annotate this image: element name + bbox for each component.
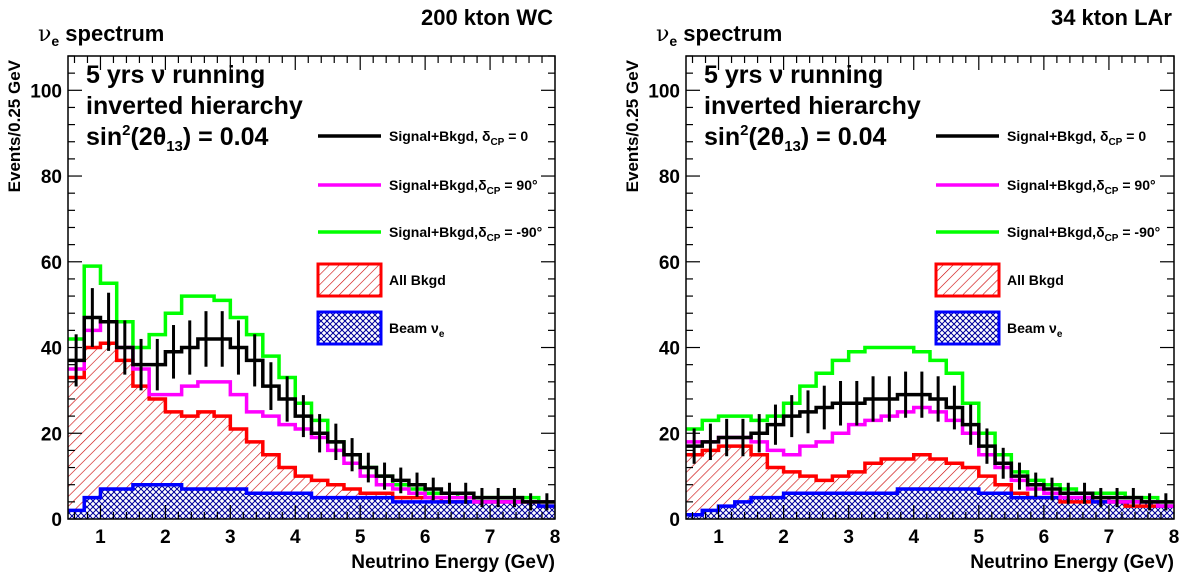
- y-axis-label: Events/0.25 GeV: [623, 59, 642, 192]
- y-tick-label: 20: [659, 424, 680, 445]
- y-tick-label: 20: [41, 424, 62, 445]
- y-tick-label: 0: [669, 510, 680, 531]
- beam-nue-fill: [686, 488, 1174, 519]
- x-tick-label: 4: [908, 527, 919, 548]
- plot-frame: [67, 55, 556, 520]
- x-tick-label: 3: [225, 527, 236, 548]
- y-tick-label: 40: [659, 339, 680, 360]
- y-tick-label: 60: [659, 253, 680, 274]
- legend-swatch-all-bkgd: [316, 262, 383, 298]
- annotation-line: 5 yrs ν running: [86, 61, 265, 89]
- beam-nue-line: [68, 482, 555, 513]
- x-tick-label: 7: [485, 527, 496, 548]
- beam-nue-fill: [68, 484, 555, 519]
- plot-frame: [685, 55, 1175, 520]
- detector-label: 34 kton LAr: [1051, 5, 1172, 30]
- legend-label-1: Signal+Bkgd, δCP = 0: [389, 128, 528, 148]
- y-tick-label: 40: [41, 339, 62, 360]
- x-tick-label: 4: [290, 527, 301, 548]
- x-tick-label: 8: [1169, 527, 1180, 548]
- legend-label-1: Signal+Bkgd, δCP = 0: [1007, 128, 1146, 148]
- legend-label-5: Beam νe: [1007, 320, 1063, 340]
- legend-swatch-all-bkgd: [934, 262, 1001, 298]
- annotation-line: inverted hierarchy: [86, 92, 303, 120]
- all-bkgd-line: [686, 444, 1174, 508]
- x-tick-label: 5: [974, 527, 985, 548]
- detector-label: 200 kton WC: [421, 5, 553, 30]
- y-tick-label: 100: [30, 81, 62, 102]
- legend-swatch-beam-nue: [934, 310, 1001, 346]
- signal-cp-minus90-line: [686, 345, 1174, 504]
- legend-label-4: All Bkgd: [389, 272, 446, 288]
- y-tick-label: 100: [648, 81, 680, 102]
- annotation-line: 5 yrs ν running: [704, 61, 883, 89]
- y-tick-label: 60: [41, 253, 62, 274]
- spectrum-title: νe spectrum: [656, 21, 782, 49]
- legend-label-2: Signal+Bkgd,δCP = 90°: [1007, 177, 1156, 197]
- y-tick-label: 80: [41, 167, 62, 188]
- x-tick-label: 7: [1104, 527, 1115, 548]
- legend-label-3: Signal+Bkgd,δCP = -90°: [1007, 224, 1160, 244]
- all-bkgd-fill: [68, 343, 555, 519]
- x-axis-label: Neutrino Energy (GeV): [970, 552, 1174, 573]
- x-tick-label: 8: [550, 527, 561, 548]
- x-tick-label: 1: [713, 527, 724, 548]
- legend-swatch-beam-nue: [316, 310, 383, 346]
- legend-label-2: Signal+Bkgd,δCP = 90°: [389, 177, 538, 197]
- x-tick-label: 5: [355, 527, 366, 548]
- x-tick-label: 6: [1039, 527, 1050, 548]
- legend-label-4: All Bkgd: [1007, 272, 1064, 288]
- legend-label-5: Beam νe: [389, 320, 445, 340]
- x-tick-label: 2: [778, 527, 789, 548]
- x-tick-label: 3: [843, 527, 854, 548]
- spectrum-title: νe spectrum: [38, 21, 164, 49]
- x-tick-label: 2: [160, 527, 171, 548]
- theta13-annotation: sin2(2θ13) = 0.04: [86, 122, 268, 155]
- x-tick-label: 1: [95, 527, 106, 548]
- x-axis-label: Neutrino Energy (GeV): [351, 552, 555, 573]
- y-axis-label: Events/0.25 GeV: [5, 59, 24, 192]
- annotation-line: inverted hierarchy: [704, 92, 921, 120]
- y-tick-label: 0: [51, 510, 62, 531]
- theta13-annotation: sin2(2θ13) = 0.04: [704, 122, 886, 155]
- y-tick-label: 80: [659, 167, 680, 188]
- x-tick-label: 6: [420, 527, 431, 548]
- legend-label-3: Signal+Bkgd,δCP = -90°: [389, 224, 542, 244]
